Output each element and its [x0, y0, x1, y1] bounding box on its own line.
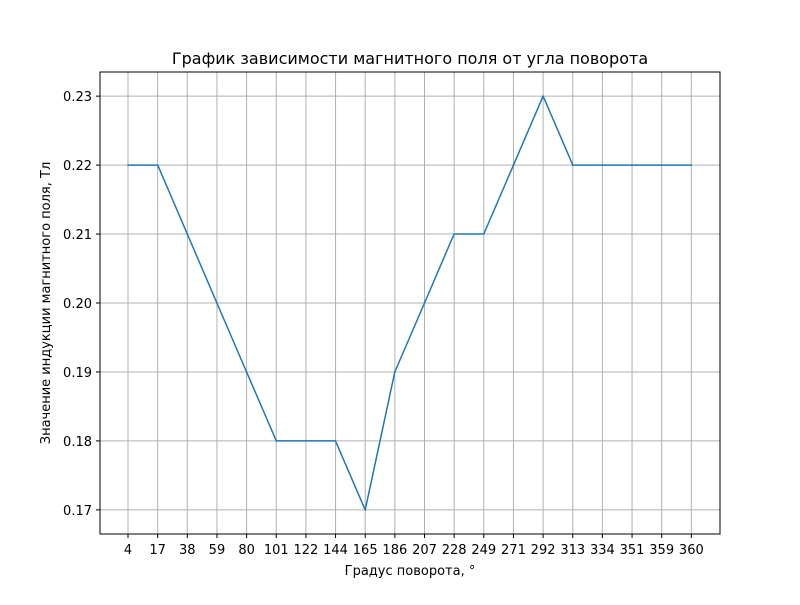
x-tick-label: 144 [323, 543, 348, 558]
x-tick-label: 207 [412, 543, 437, 558]
data-point [245, 371, 248, 373]
x-tick-label: 313 [560, 543, 585, 558]
data-point [305, 440, 307, 442]
x-tick-label: 101 [264, 543, 289, 558]
grid-lines [100, 72, 720, 534]
data-point [542, 95, 544, 97]
data-point [631, 164, 633, 166]
x-tick-label: 122 [293, 543, 318, 558]
data-point [453, 233, 455, 235]
x-tick-label: 334 [590, 543, 615, 558]
y-tick-label: 0.17 [63, 504, 92, 519]
data-point [394, 371, 396, 373]
x-tick-label: 359 [649, 543, 674, 558]
data-point [512, 164, 515, 166]
data-point [364, 509, 367, 511]
x-tick-label: 271 [501, 543, 526, 558]
series-layer [127, 95, 693, 511]
y-tick-label: 0.23 [63, 90, 92, 105]
y-axis-label: Значение индукции магнитного поля, Тл [39, 162, 54, 445]
chart-title: График зависимости магнитного поля от уг… [172, 49, 648, 68]
x-tick-label: 186 [382, 543, 407, 558]
data-point [423, 302, 426, 304]
x-axis-ticks: 4 17 38 59 80 101 122 144 165 186 207 228 249 271 292 3… [124, 534, 704, 558]
y-axis-ticks: 0.17 0.18 0.19 0.20 0.21 0.22 0.23 [63, 90, 100, 519]
data-point [186, 233, 189, 235]
x-tick-label: 59 [209, 543, 226, 558]
data-point [660, 164, 663, 166]
y-tick-label: 0.19 [63, 366, 92, 381]
y-tick-label: 0.20 [63, 297, 92, 312]
x-tick-label: 249 [471, 543, 496, 558]
data-point [216, 302, 218, 304]
y-tick-label: 0.22 [63, 159, 92, 174]
data-point [690, 164, 693, 166]
data-point [156, 164, 159, 166]
x-tick-label: 165 [353, 543, 378, 558]
y-tick-label: 0.21 [63, 228, 92, 243]
data-point [275, 440, 278, 442]
x-tick-label: 228 [442, 543, 467, 558]
x-tick-label: 4 [124, 543, 132, 558]
data-point [127, 164, 129, 166]
x-tick-label: 360 [679, 543, 704, 558]
x-tick-label: 38 [179, 543, 196, 558]
x-tick-label: 351 [620, 543, 645, 558]
data-point [571, 164, 574, 166]
x-tick-label: 80 [238, 543, 255, 558]
x-tick-label: 292 [531, 543, 556, 558]
x-tick-label: 17 [149, 543, 166, 558]
x-axis-label: Градус поворота, ° [345, 564, 476, 579]
data-point [483, 233, 485, 235]
y-tick-label: 0.18 [63, 435, 92, 450]
data-point [601, 164, 604, 166]
data-point [334, 440, 337, 442]
series-line [128, 95, 692, 511]
